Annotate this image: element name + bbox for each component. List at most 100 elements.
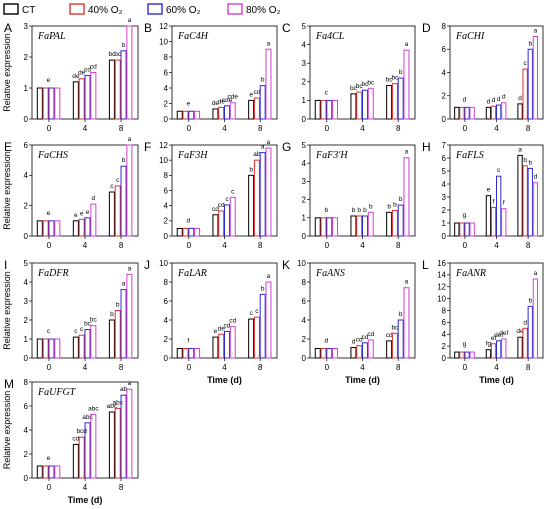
panel-letter: C	[282, 21, 291, 35]
x-tick-label: 8	[258, 363, 263, 372]
significance-letter: b	[116, 302, 120, 309]
significance-letter: d	[352, 339, 356, 346]
y-tick-label: 2	[164, 217, 169, 226]
bar-G-0-s1	[320, 217, 327, 237]
y-tick-label: 10	[437, 294, 446, 303]
significance-letter: b	[352, 207, 356, 214]
bar-B-8-s0	[248, 99, 255, 120]
significance-letter: a	[128, 136, 132, 143]
bar-B-4-s2	[224, 105, 230, 120]
y-tick-label: 8	[24, 378, 29, 387]
bar-J-4-s1	[218, 333, 225, 359]
y-tick-label: 0	[164, 232, 169, 241]
bar-F-0-s3	[194, 227, 201, 237]
significance-letter: a	[267, 273, 271, 280]
bar-K-8-s1	[391, 332, 398, 359]
x-tick-label: 0	[47, 241, 52, 250]
significance-letter: b	[122, 157, 126, 164]
bar-M-8-s0	[108, 411, 115, 479]
significance-letter: a	[128, 265, 132, 272]
significance-letter: d	[92, 195, 96, 202]
bar-F-8-s2	[259, 152, 266, 237]
bar-G-8-s3	[403, 157, 410, 237]
significance-letter: c	[47, 328, 51, 335]
y-tick-label: 0	[302, 232, 307, 241]
x-tick-label: 4	[222, 124, 227, 133]
y-tick-label: 5	[302, 141, 307, 150]
x-tick-label: 0	[325, 241, 330, 250]
y-tick-label: 3	[442, 193, 447, 202]
y-tick-label: 6	[442, 154, 447, 163]
significance-letter: b	[528, 297, 532, 304]
significance-letter: b	[110, 311, 114, 318]
bar-C-4-s2	[362, 89, 368, 120]
bar-M-0-s0	[36, 465, 43, 479]
bar-E-8-s2	[120, 165, 127, 237]
bar-D-8-s3	[532, 35, 539, 120]
significance-letter: a	[267, 40, 271, 47]
panel-letter: E	[4, 140, 12, 154]
bar-K-0-s2	[326, 348, 333, 359]
y-tick-label: 2	[164, 335, 169, 344]
y-tick-label: 4	[302, 159, 307, 168]
y-tick-label: 16	[437, 259, 446, 268]
panel-letter: I	[4, 258, 7, 272]
x-tick-label: 8	[119, 124, 124, 133]
bar-L-4-s0	[485, 349, 492, 359]
y-tick-label: 6	[24, 402, 29, 411]
significance-letter: b	[249, 166, 253, 173]
x-tick-label: 4	[222, 241, 227, 250]
y-tick-label: 6	[164, 68, 169, 77]
bar-D-0-s0	[454, 106, 460, 120]
bar-G-4-s3	[367, 211, 374, 237]
bar-A-8-s3	[126, 25, 133, 120]
significance-letter: b	[393, 202, 397, 209]
bar-A-8-s2	[120, 50, 127, 120]
bar-F-4-s3	[229, 196, 236, 237]
bar-M-8-s3	[126, 388, 133, 479]
y-tick-label: 4	[24, 278, 29, 287]
x-axis-label: Time (d)	[345, 375, 380, 385]
bar-B-4-s3	[229, 102, 236, 120]
significance-letter: bc	[391, 75, 399, 82]
y-tick-label: 10	[159, 259, 168, 268]
significance-letter: bc	[350, 85, 358, 92]
significance-letter: bc	[108, 51, 116, 58]
y-tick-label: 8	[442, 306, 447, 315]
bar-J-8-s2	[259, 293, 266, 359]
x-tick-label: 0	[325, 124, 330, 133]
y-tick-label: 4	[442, 330, 447, 339]
x-tick-label: 4	[494, 124, 499, 133]
y-tick-label: 3	[24, 22, 29, 31]
significance-letter: cd	[253, 89, 260, 96]
gene-name: FaANS	[315, 268, 345, 279]
bar-L-8-s1	[522, 327, 528, 359]
bar-E-8-s3	[126, 144, 133, 237]
significance-letter: cd	[212, 206, 219, 213]
y-tick-label: 5	[24, 259, 29, 268]
y-tick-label: 4	[164, 201, 169, 210]
x-tick-label: 4	[360, 124, 365, 133]
bar-I-8-s3	[126, 273, 133, 359]
significance-letter: cd	[229, 318, 236, 325]
y-tick-label: 4	[24, 171, 29, 180]
significance-letter: a	[405, 41, 409, 48]
x-tick-label: 8	[396, 363, 401, 372]
significance-letter: ab	[120, 386, 128, 393]
significance-letter: b	[528, 159, 532, 166]
significance-letter: bc	[90, 317, 98, 324]
bar-C-0-s3	[332, 99, 339, 120]
bar-B-8-s1	[253, 97, 260, 120]
bar-G-0-s3	[332, 217, 339, 237]
bar-C-0-s0	[314, 99, 321, 120]
significance-letter: b	[324, 207, 328, 214]
bar-L-8-s0	[517, 336, 523, 359]
y-tick-label: 2	[302, 335, 307, 344]
significance-letter: cd	[218, 202, 225, 209]
bar-M-0-s2	[48, 465, 55, 479]
y-axis-label: Relative expression	[2, 151, 12, 230]
legend-swatch-2	[147, 3, 163, 15]
bar-D-4-s2	[496, 104, 502, 120]
y-tick-label: 0	[24, 474, 29, 483]
bar-I-8-s2	[120, 289, 127, 359]
